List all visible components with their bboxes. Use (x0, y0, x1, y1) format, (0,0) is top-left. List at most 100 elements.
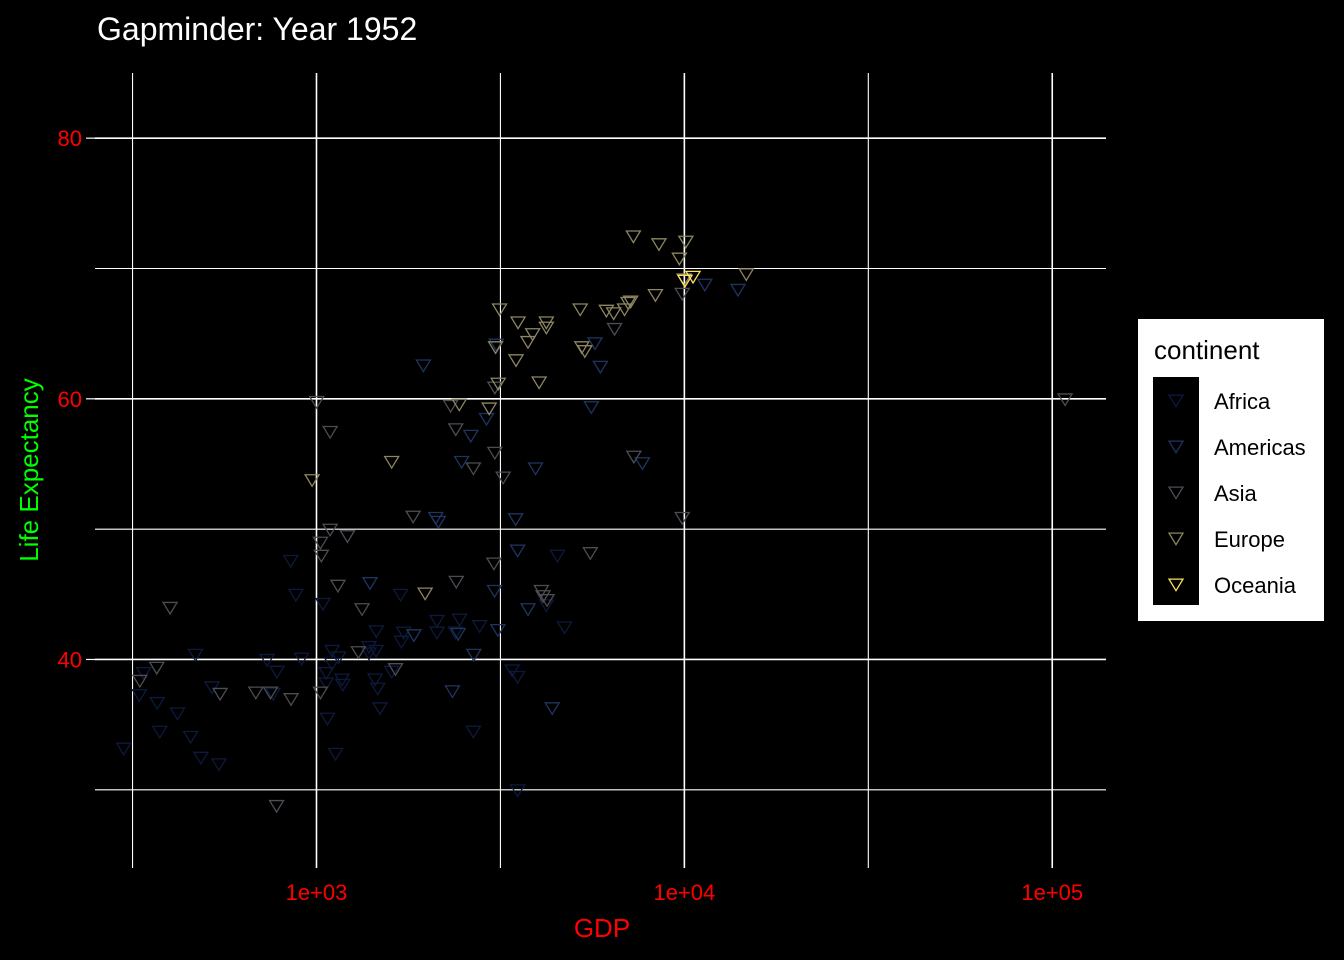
data-point (556, 621, 573, 635)
data-point (444, 685, 461, 699)
data-point (634, 457, 651, 471)
data-point (339, 530, 356, 544)
data-point (451, 398, 468, 412)
data-point (487, 341, 504, 355)
data-point (369, 682, 386, 697)
series-asia (131, 287, 1074, 814)
data-point (323, 644, 341, 659)
data-point (330, 651, 347, 665)
x-axis-label: GDP (574, 913, 630, 943)
x-tick-label: 1e+05 (1021, 880, 1083, 905)
data-point (405, 629, 423, 643)
data-point (490, 377, 507, 392)
data-point (318, 666, 335, 681)
data-point (169, 707, 186, 721)
data-point (486, 446, 504, 461)
data-point (478, 412, 495, 427)
data-point (605, 307, 622, 321)
series-oceania (676, 270, 702, 289)
data-point (368, 625, 385, 639)
data-point (447, 626, 464, 641)
data-point (131, 674, 148, 689)
data-point (393, 635, 410, 650)
data-point (738, 268, 755, 282)
data-point (677, 235, 695, 250)
data-point (509, 316, 527, 330)
data-point (442, 399, 459, 414)
data-point (582, 547, 599, 561)
data-point (247, 686, 264, 700)
legend-title: continent (1154, 335, 1260, 365)
data-point (312, 536, 329, 551)
data-point (674, 511, 691, 526)
data-point (524, 328, 541, 342)
data-point (415, 359, 432, 373)
legend-label-americas: Americas (1214, 435, 1306, 460)
data-point (519, 603, 537, 617)
data-point (527, 462, 544, 476)
data-point (210, 758, 228, 772)
data-point (509, 544, 526, 558)
data-point (360, 647, 378, 661)
data-point (135, 666, 152, 681)
data-point (350, 646, 367, 660)
data-point (211, 687, 229, 702)
data-point (203, 681, 221, 695)
data-point (1056, 393, 1074, 407)
data-point (182, 730, 199, 745)
data-point (684, 270, 702, 285)
data-point (258, 653, 276, 668)
data-point (674, 287, 691, 302)
data-point (538, 599, 555, 613)
data-point (495, 471, 512, 485)
data-point (450, 627, 467, 642)
data-point (544, 702, 561, 716)
data-point (647, 289, 664, 303)
data-point (465, 648, 482, 663)
data-point (465, 462, 482, 476)
data-point (538, 593, 556, 608)
data-point (430, 515, 447, 530)
data-point (264, 687, 282, 702)
x-tick-label: 1e+03 (286, 880, 348, 905)
data-point (507, 513, 524, 527)
data-point (353, 603, 371, 617)
data-point (534, 590, 552, 604)
data-point (323, 657, 341, 672)
data-point (671, 252, 688, 266)
axis-layer: 1e+03 1e+04 1e+05 40 60 80 (58, 126, 1084, 905)
legend-label-oceania: Oceania (1214, 573, 1296, 598)
data-point (486, 381, 504, 395)
legend-key-markers (1167, 394, 1185, 592)
data-point (530, 376, 548, 390)
data-point (625, 450, 642, 465)
data-point (383, 665, 400, 680)
data-point (451, 613, 468, 627)
data-point (676, 274, 694, 289)
data-point (509, 670, 526, 685)
data-point (361, 577, 379, 591)
data-point (576, 345, 593, 359)
legend-label-africa: Africa (1214, 389, 1271, 414)
data-point (312, 686, 329, 700)
data-point (583, 401, 600, 415)
series-americas (361, 278, 747, 716)
data-point (367, 644, 385, 659)
data-point (313, 549, 330, 564)
data-point (321, 523, 339, 538)
legend-keys (1153, 377, 1199, 605)
data-point (625, 230, 642, 244)
data-point (161, 601, 179, 616)
data-point (453, 455, 470, 470)
data-point (383, 455, 400, 470)
legend-label-europe: Europe (1214, 527, 1285, 552)
data-point (395, 626, 412, 641)
data-point (486, 584, 503, 599)
data-point (149, 696, 166, 711)
data-point (485, 557, 503, 571)
data-point (268, 665, 286, 680)
legend-key-europe (1167, 532, 1185, 546)
data-point (619, 296, 637, 311)
data-point (488, 338, 505, 352)
